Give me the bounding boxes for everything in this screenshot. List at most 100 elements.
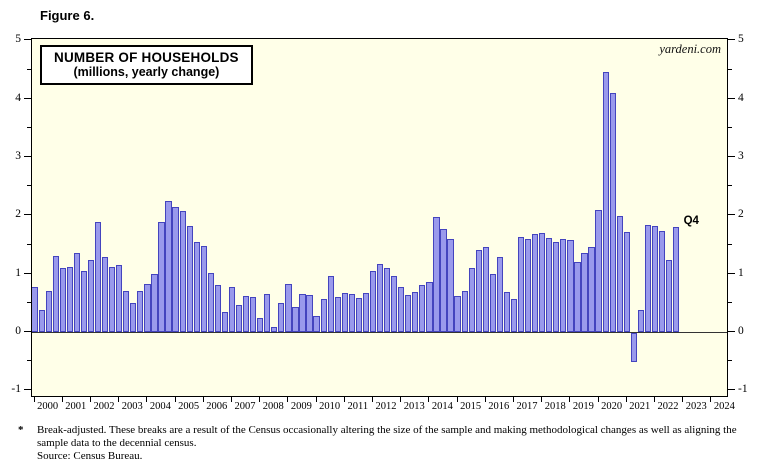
bar (109, 266, 116, 332)
y-axis-major-tick (24, 272, 31, 274)
x-axis-tick (682, 397, 684, 402)
footnote-text: Break-adjusted. These breaks are a resul… (37, 424, 737, 449)
bar (546, 237, 553, 332)
bar (524, 238, 532, 332)
x-axis-tick (428, 397, 430, 402)
x-axis-tick (174, 397, 176, 402)
footnote-source: Source: Census Bureau. (37, 450, 143, 462)
x-axis-year-label: 2018 (544, 401, 566, 412)
x-axis-year-label: 2020 (601, 401, 623, 412)
y-axis-minor-tick (728, 185, 732, 187)
bar (426, 281, 433, 332)
bar (271, 327, 278, 332)
bar (200, 245, 207, 332)
y-axis-minor-tick (27, 360, 31, 362)
x-axis-year-label: 2001 (65, 401, 87, 412)
y-axis-major-tick (728, 39, 735, 41)
y-axis-minor-tick (27, 301, 31, 303)
bar (673, 227, 680, 332)
bar (517, 236, 525, 332)
y-axis-minor-tick (728, 68, 732, 70)
bar (362, 292, 370, 332)
x-axis-year-label: 2000 (37, 401, 59, 412)
x-axis-tick (456, 397, 458, 402)
x-axis-year-label: 2013 (403, 401, 425, 412)
x-axis-year-label: 2010 (319, 401, 341, 412)
bar (609, 92, 616, 332)
bar (285, 283, 292, 332)
x-axis-year-label: 2002 (93, 401, 115, 412)
bar (398, 286, 405, 332)
bar (334, 297, 341, 332)
bar (623, 232, 630, 332)
bar (123, 291, 130, 332)
bar (264, 293, 271, 332)
bar (510, 299, 518, 332)
bar (496, 256, 504, 332)
bar (489, 273, 496, 332)
bar (630, 333, 637, 362)
y-axis-minor-tick (728, 360, 732, 362)
bar (447, 238, 454, 332)
x-axis-year-label: 2021 (629, 401, 651, 412)
chart-title-box: NUMBER OF HOUSEHOLDS (millions, yearly c… (40, 45, 253, 85)
bar (116, 264, 123, 332)
bar (257, 318, 264, 332)
bar (313, 316, 320, 332)
y-axis-major-tick (728, 156, 735, 157)
y-axis-major-tick (24, 389, 31, 391)
y-axis-major-tick (24, 214, 31, 216)
bar (468, 267, 475, 332)
bar (376, 263, 384, 332)
y-axis-major-tick (24, 156, 31, 157)
bar (588, 246, 595, 332)
bar (383, 267, 391, 332)
x-axis-tick (653, 397, 655, 402)
bar (165, 201, 172, 332)
y-axis-major-tick (728, 331, 735, 332)
bar (440, 228, 447, 332)
y-axis-minor-tick (27, 185, 31, 187)
x-axis-tick (287, 397, 289, 402)
bar (595, 210, 602, 332)
bar (327, 276, 334, 332)
x-axis-tick (625, 397, 627, 402)
bar (651, 226, 659, 332)
x-axis-tick (146, 397, 148, 402)
bar (539, 232, 546, 332)
bar (250, 297, 257, 332)
bar (320, 298, 327, 332)
bar (228, 287, 236, 332)
y-axis-major-tick (24, 97, 31, 99)
figure-label: Figure 6. (40, 8, 95, 23)
bar (616, 215, 623, 332)
bar (158, 222, 165, 332)
x-axis-tick (230, 397, 232, 402)
bar (214, 284, 222, 332)
x-axis-tick (597, 397, 599, 402)
bar (59, 267, 66, 332)
x-axis-year-label: 2016 (488, 401, 510, 412)
bar (137, 290, 144, 332)
x-axis-year-label: 2007 (234, 401, 256, 412)
y-axis-minor-tick (728, 126, 732, 128)
bar (151, 273, 158, 332)
watermark-yardeni: yardeni.com (659, 42, 721, 56)
bar (299, 293, 306, 332)
x-axis-year-label: 2017 (516, 401, 538, 412)
y-axis-major-tick (24, 39, 31, 41)
y-axis-label: 4 (15, 91, 21, 104)
bar (80, 270, 88, 332)
x-axis-tick (371, 397, 373, 402)
footnote: * Break-adjusted. These breaks are a res… (18, 424, 753, 463)
x-axis-year-label: 2024 (713, 401, 735, 412)
bar (193, 241, 200, 332)
y-axis-minor-tick (27, 126, 31, 128)
bar (433, 217, 440, 332)
y-axis-label: 5 (15, 33, 21, 46)
bar (207, 272, 214, 332)
bar (391, 276, 398, 332)
bar (52, 255, 59, 332)
footnote-asterisk: * (18, 424, 24, 436)
